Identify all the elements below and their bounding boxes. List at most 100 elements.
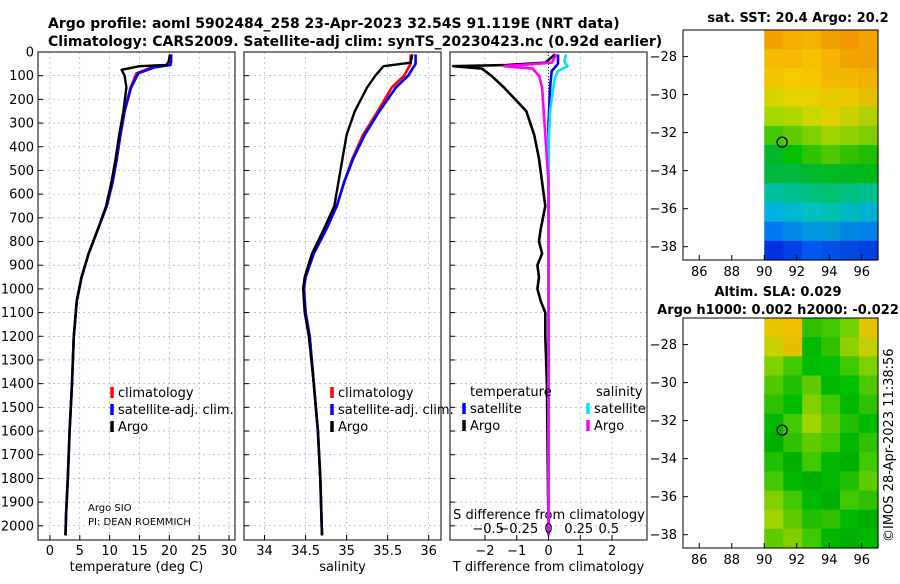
xtick-label-sst_map-96: 96	[853, 265, 870, 280]
frame-sla_map	[682, 317, 879, 549]
xtick-label-sla_map-88: 88	[723, 553, 740, 568]
cell-sla_map-2-1	[783, 356, 803, 377]
cell-sla_map-6-4	[840, 433, 860, 453]
ytick-label-1800: 1800	[1, 472, 34, 487]
xtick-label-salinity-34.5: 34.5	[291, 544, 320, 559]
ytick-label-sla_map--30: −30	[650, 376, 677, 391]
xtick-label-temperature-5: 5	[76, 544, 84, 559]
series-difference-1	[451, 53, 556, 536]
series-temperature-2	[64, 54, 172, 536]
xtick-label-difference-2: 2	[608, 544, 616, 559]
ytick-label-sst_map--30: −30	[650, 88, 677, 103]
legend-s-title: salinity	[596, 385, 643, 400]
cell-sla_map-5-0	[764, 413, 784, 434]
cell-sla_map-7-0	[764, 452, 784, 472]
xtick-label-salinity-36: 36	[420, 544, 437, 559]
argo-location-marker-sst_map	[776, 136, 788, 148]
cell-sst_map-9-3	[821, 202, 841, 223]
ytick-label-1700: 1700	[1, 448, 34, 463]
cell-sst_map-4-3	[821, 106, 841, 127]
cell-sst_map-6-3	[821, 145, 841, 165]
ytick-label-2000: 2000	[1, 519, 34, 534]
xtick-label-salinity-34: 34	[256, 544, 273, 559]
cell-sla_map-2-2	[802, 356, 822, 377]
cell-sla_map-8-5	[859, 471, 879, 492]
cell-sla_map-8-1	[783, 471, 803, 492]
ytick-label-sla_map--34: −34	[650, 452, 677, 467]
xtick-label-difference-1: 1	[576, 544, 584, 559]
ytick-label-100: 100	[9, 69, 34, 84]
cell-sla_map-4-3	[821, 394, 841, 415]
cell-sla_map-11-1	[783, 528, 803, 549]
cell-sst_map-0-1	[783, 30, 803, 50]
cell-sst_map-7-4	[840, 164, 860, 184]
frame-sst_map	[682, 29, 879, 261]
cell-sla_map-9-4	[840, 490, 860, 511]
cell-sla_map-4-0	[764, 394, 784, 415]
cell-sst_map-5-5	[859, 125, 879, 146]
ytick-label-sla_map--36: −36	[650, 490, 677, 505]
legend-s-argo-label: Argo	[594, 419, 624, 434]
cell-sla_map-3-2	[802, 375, 822, 396]
xtick-label-sla_map-96: 96	[853, 553, 870, 568]
cell-sst_map-0-3	[821, 30, 841, 50]
ytick-label-1500: 1500	[1, 401, 34, 416]
cell-sst_map-5-0	[764, 125, 784, 146]
cell-sla_map-6-2	[802, 433, 822, 453]
cell-sst_map-4-1	[783, 106, 803, 127]
cell-sla_map-3-5	[859, 375, 879, 396]
cell-sla_map-3-3	[821, 375, 841, 396]
cell-sst_map-6-5	[859, 145, 879, 165]
legend-t-argo-label: Argo	[470, 419, 500, 434]
xtick-label-sla_map-90: 90	[756, 553, 773, 568]
ytick-label-1200: 1200	[1, 330, 34, 345]
xtick-label-temperature-20: 20	[161, 544, 178, 559]
cell-sla_map-9-3	[821, 490, 841, 511]
cell-sst_map-11-2	[802, 240, 822, 261]
cell-sla_map-1-0	[764, 337, 784, 357]
cell-sst_map-10-2	[802, 221, 822, 242]
ytick-label-200: 200	[9, 93, 34, 108]
cell-sla_map-11-2	[802, 528, 822, 549]
frame-salinity	[243, 51, 442, 541]
cell-sst_map-4-0	[764, 106, 784, 127]
cell-sla_map-9-0	[764, 490, 784, 511]
cell-sla_map-3-1	[783, 375, 803, 396]
sst-map-title: sat. SST: 20.4 Argo: 20.2	[707, 11, 888, 26]
frame-temperature	[37, 51, 236, 541]
cell-sla_map-9-5	[859, 490, 879, 511]
xtick-label-temperature-0: 0	[46, 544, 54, 559]
cell-sst_map-7-2	[802, 164, 822, 184]
cell-sst_map-10-4	[840, 221, 860, 242]
ytick-label-700: 700	[9, 211, 34, 226]
xtick-label-sst_map-88: 88	[723, 265, 740, 280]
title-line1: Argo profile: aoml 5902484_258 23-Apr-20…	[48, 16, 620, 32]
xtick-label-sst_map-92: 92	[788, 265, 805, 280]
cell-sst_map-3-1	[783, 87, 803, 108]
cell-sla_map-9-1	[783, 490, 803, 511]
cell-sst_map-9-2	[802, 202, 822, 223]
sla-map-title-line1: Altim. SLA: 0.029	[715, 285, 842, 300]
cell-sst_map-10-3	[821, 221, 841, 242]
cell-sst_map-1-4	[840, 49, 860, 69]
cell-sla_map-0-4	[840, 318, 860, 338]
cell-sst_map-7-0	[764, 164, 784, 184]
xtick-label-sla_map-94: 94	[821, 553, 838, 568]
cell-sst_map-11-1	[783, 240, 803, 261]
credit-text: ©IMOS 28-Apr-2023 11:38:56	[882, 348, 897, 542]
cell-sst_map-11-4	[840, 240, 860, 261]
cell-sla_map-6-0	[764, 433, 784, 453]
stick-label-2: 0	[544, 522, 552, 537]
legend-s-satellite-label: satellite	[594, 402, 646, 417]
cell-sst_map-5-3	[821, 125, 841, 146]
ytick-label-sla_map--38: −38	[650, 528, 677, 543]
cell-sla_map-0-2	[802, 318, 822, 338]
cell-sst_map-3-4	[840, 87, 860, 108]
ytick-label-1100: 1100	[1, 306, 34, 321]
cell-sla_map-4-5	[859, 394, 879, 415]
cell-sla_map-5-4	[840, 413, 860, 434]
cell-sst_map-2-3	[821, 68, 841, 89]
cell-sst_map-9-0	[764, 202, 784, 223]
xtick-label-temperature-25: 25	[191, 544, 208, 559]
